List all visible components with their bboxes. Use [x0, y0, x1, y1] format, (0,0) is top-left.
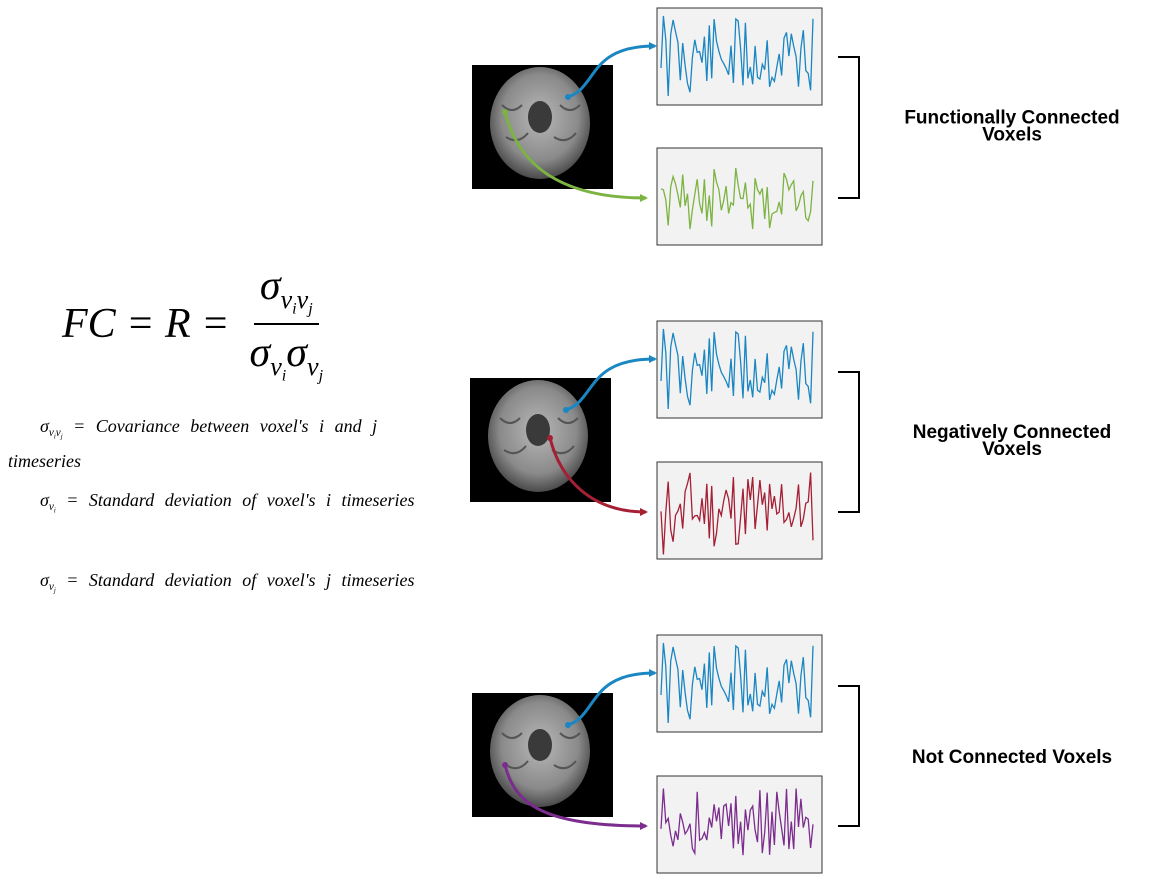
label-line: Voxels	[982, 125, 1042, 146]
brain-ventricle	[526, 414, 550, 446]
bracket	[838, 57, 859, 198]
bracket	[838, 686, 859, 826]
diagram: Functionally ConnectedVoxels Negatively C…	[0, 0, 1153, 877]
brain-ventricle	[528, 101, 552, 133]
timeseries-box	[657, 776, 822, 873]
panel-label: Not Connected Voxels	[912, 747, 1112, 768]
bracket	[838, 372, 859, 512]
page: FC = R = σvivj σviσvj σvivj = Covariance…	[0, 0, 1153, 877]
label-line: Voxels	[982, 439, 1042, 460]
brain-ventricle	[528, 729, 552, 761]
timeseries-box	[657, 462, 822, 559]
timeseries-box	[657, 148, 822, 245]
